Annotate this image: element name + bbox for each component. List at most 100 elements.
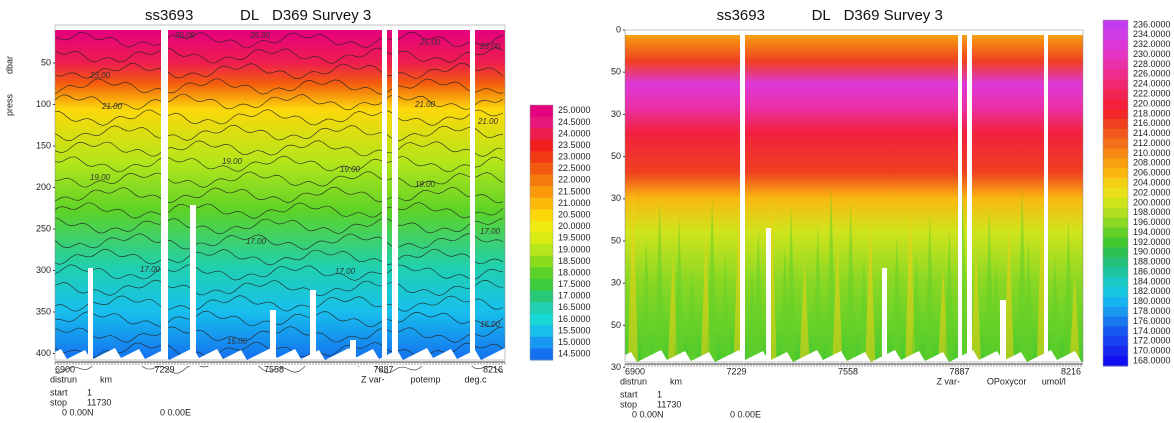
y-tick-label: 150 — [36, 140, 51, 150]
colorbar-swatch — [1103, 227, 1128, 238]
colorbar-label: 24.5000 — [558, 117, 591, 127]
colorbar-label: 182.0000 — [1133, 286, 1171, 296]
colorbar-swatch — [1103, 346, 1128, 357]
field-streak — [984, 208, 995, 362]
colorbar-label: 222.0000 — [1133, 89, 1171, 99]
contour-line — [54, 140, 504, 157]
contour-line — [54, 62, 504, 80]
colorbar-swatch — [530, 105, 553, 118]
colorbar-swatch — [1103, 296, 1128, 308]
y-axis-label: press — [4, 94, 14, 117]
y-tick-label: 30 — [611, 109, 621, 119]
colorbar-swatch — [1103, 158, 1128, 169]
colorbar-swatch — [1103, 20, 1128, 31]
contour-line — [54, 248, 504, 266]
colorbar-swatch — [1103, 79, 1128, 90]
colorbar-label: 176.0000 — [1133, 316, 1171, 326]
data-gap — [766, 228, 771, 362]
y-tick-label: 250 — [36, 223, 51, 233]
colorbar-swatch — [1103, 267, 1128, 278]
contour-line — [54, 155, 504, 173]
colorbar-swatch — [1103, 197, 1128, 209]
colorbar-swatch — [530, 325, 553, 338]
contour-label: 23.00 — [89, 71, 111, 80]
colorbar-swatch — [530, 162, 553, 176]
colorbar-swatch — [1103, 188, 1128, 199]
start-label: start — [50, 387, 68, 397]
colorbar-swatch — [530, 348, 553, 361]
stop-value: 11730 — [87, 397, 111, 407]
data-gap — [740, 35, 745, 362]
field-streak — [812, 223, 823, 362]
colorbar-swatch — [1103, 99, 1128, 110]
colorbar-label: 212.0000 — [1133, 138, 1171, 148]
colorbar-label: 168.0000 — [1133, 355, 1171, 365]
colorbar-label: 22.5000 — [558, 163, 591, 173]
contour-label: 25.00 — [419, 38, 441, 47]
x-tick-label: 7229 — [154, 364, 174, 374]
colorbar-label: 194.0000 — [1133, 227, 1171, 237]
field-streak — [654, 201, 665, 362]
x-tick-label: 6900 — [55, 364, 75, 374]
title: D369 Survey 3 — [844, 7, 943, 24]
colorbar-label: 23.5000 — [558, 140, 591, 150]
colorbar-swatch — [1103, 128, 1128, 140]
colorbar-label: 216.0000 — [1133, 118, 1171, 128]
colorbar-label: 200.0000 — [1133, 197, 1171, 207]
data-gap — [270, 310, 276, 360]
colorbar-label: 25.0000 — [558, 105, 591, 115]
colorbar-label: 196.0000 — [1133, 217, 1171, 227]
stop-value: 11730 — [657, 399, 681, 409]
colorbar-swatch — [1103, 168, 1128, 179]
x-tick-label: 7887 — [949, 366, 969, 376]
colorbar-label: 232.0000 — [1133, 39, 1171, 49]
colorbar-label: 17.5000 — [558, 279, 591, 289]
field-streak — [911, 250, 922, 362]
field-streak — [891, 234, 902, 362]
contour-line — [54, 31, 504, 49]
field-streak — [641, 238, 652, 362]
colorbar-swatch — [530, 232, 553, 245]
colorbar-label: 170.0000 — [1133, 346, 1171, 356]
colorbar-label: 21.0000 — [558, 198, 591, 208]
x-label: distrun — [50, 374, 77, 384]
y-tick-label: 50 — [41, 57, 51, 67]
y-tick-label: 0 — [616, 24, 621, 34]
field-streak — [1003, 224, 1014, 362]
data-gap — [88, 268, 93, 360]
data-field — [55, 30, 505, 360]
colorbar-swatch — [530, 255, 553, 268]
y-tick-label: 400 — [36, 348, 51, 358]
variable: OPoxycor — [987, 376, 1027, 386]
colorbar-label: 188.0000 — [1133, 257, 1171, 267]
x-tick-label: 8216 — [1061, 366, 1081, 376]
contour-line — [54, 279, 504, 297]
data-gap — [161, 30, 168, 360]
field-streak — [845, 202, 856, 362]
plot-frame — [624, 29, 1084, 363]
colorbar-swatch — [530, 151, 553, 164]
contour-line — [54, 47, 504, 64]
y-axis-unit: dbar — [4, 56, 14, 74]
contour-label: 17.00 — [335, 267, 356, 276]
data-gap — [882, 268, 887, 362]
colorbar-label: 23.0000 — [558, 152, 591, 162]
latitude: 0 0.00N — [632, 409, 664, 419]
colorbar-label: 178.0000 — [1133, 306, 1171, 316]
contour-line — [54, 78, 504, 95]
colorbar-label: 21.5000 — [558, 186, 591, 196]
title: DL — [240, 7, 259, 24]
variable-unit: deg.c — [465, 374, 488, 384]
contour-label: 17.00 — [140, 265, 161, 274]
colorbar-label: 218.0000 — [1133, 108, 1171, 118]
colorbar-swatch — [530, 267, 553, 280]
contour-label: 25.00 — [249, 31, 271, 40]
contour-line — [54, 109, 504, 126]
colorbar-swatch — [1103, 49, 1128, 61]
colorbar-label: 208.0000 — [1133, 158, 1171, 168]
colorbar-swatch — [1103, 316, 1128, 327]
colorbar-swatch — [530, 278, 553, 291]
latitude: 0 0.00N — [62, 407, 94, 417]
